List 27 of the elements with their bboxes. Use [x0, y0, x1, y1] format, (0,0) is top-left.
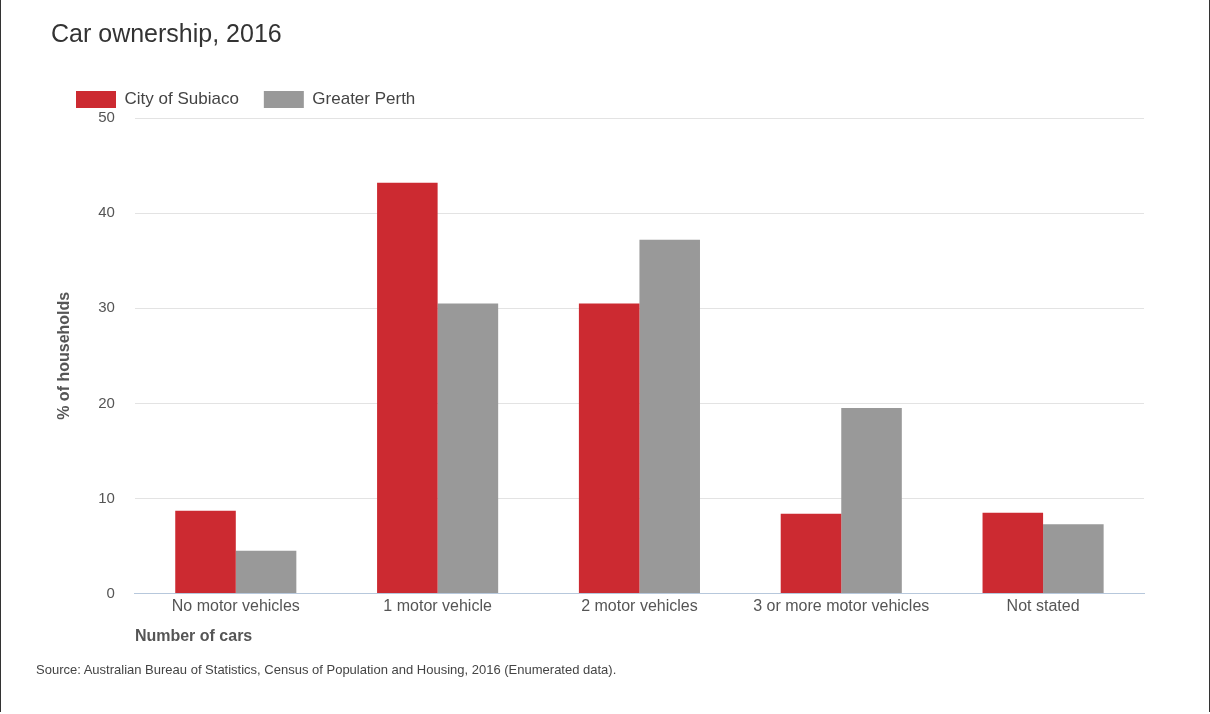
x-tick-label: 1 motor vehicle: [383, 596, 492, 614]
bar: [175, 510, 236, 594]
bar: [841, 408, 902, 594]
x-tick-label: No motor vehicles: [171, 596, 300, 614]
y-tick-label: 30: [98, 298, 115, 316]
x-axis-title: Number of cars: [134, 626, 253, 644]
bar: [639, 239, 700, 594]
bar: [377, 182, 438, 594]
legend-label: City of Subiaco: [124, 89, 239, 109]
y-tick-label: 10: [98, 488, 115, 506]
bar: [437, 303, 499, 594]
x-tick-label: 2 motor vehicles: [581, 596, 698, 614]
y-tick-label: 40: [98, 203, 115, 221]
bar: [982, 512, 1044, 594]
x-tick-label: Not stated: [1006, 596, 1080, 614]
bar: [235, 550, 297, 594]
legend-label: Greater Perth: [312, 89, 416, 109]
chart-title: Car ownership, 2016: [51, 18, 282, 47]
y-tick-label: 0: [106, 583, 115, 601]
x-tick-label: 3 or more motor vehicles: [753, 596, 930, 614]
source-note: Source: Australian Bureau of Statistics, Census of Population and Housing, 2016 (Enumerated data).: [36, 661, 618, 679]
bar: [1043, 524, 1104, 594]
bar: [780, 513, 842, 594]
y-tick-label: 20: [98, 393, 115, 411]
y-axis-title: % of households: [55, 291, 73, 420]
y-tick-label: 50: [98, 108, 115, 126]
bar: [578, 303, 640, 594]
